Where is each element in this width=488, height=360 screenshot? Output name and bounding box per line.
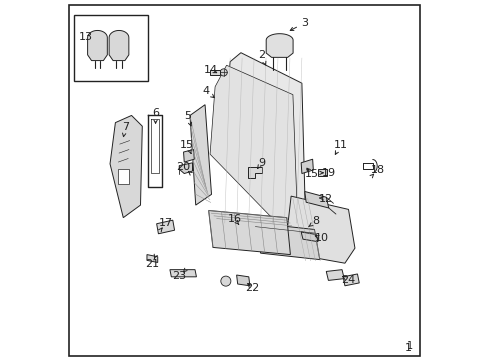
- Text: 8: 8: [312, 216, 319, 226]
- Polygon shape: [210, 69, 220, 75]
- Polygon shape: [265, 34, 292, 57]
- Text: 19: 19: [321, 168, 335, 178]
- Polygon shape: [247, 167, 261, 178]
- Text: 2: 2: [258, 50, 264, 60]
- Text: 7: 7: [122, 122, 129, 132]
- Text: 15: 15: [180, 140, 194, 150]
- Text: 3: 3: [301, 18, 307, 28]
- Polygon shape: [210, 65, 297, 230]
- Text: 4: 4: [202, 86, 209, 96]
- Polygon shape: [255, 223, 319, 260]
- Polygon shape: [301, 159, 313, 174]
- Polygon shape: [325, 270, 344, 280]
- Polygon shape: [343, 274, 359, 286]
- Text: 17: 17: [159, 218, 173, 228]
- Polygon shape: [304, 192, 328, 208]
- Text: 13: 13: [79, 32, 93, 42]
- Text: 1: 1: [405, 343, 411, 353]
- Text: 22: 22: [245, 283, 259, 293]
- Polygon shape: [284, 196, 354, 263]
- Text: 11: 11: [333, 140, 347, 150]
- Polygon shape: [220, 53, 305, 228]
- Polygon shape: [156, 220, 174, 234]
- Polygon shape: [147, 255, 158, 262]
- Text: 6: 6: [152, 108, 159, 118]
- Polygon shape: [169, 270, 196, 277]
- Text: 12: 12: [319, 194, 333, 204]
- Text: 1: 1: [406, 341, 412, 351]
- Text: 14: 14: [203, 64, 217, 75]
- Text: 9: 9: [258, 158, 264, 168]
- Bar: [118, 169, 129, 184]
- Polygon shape: [179, 163, 192, 174]
- Text: 24: 24: [341, 275, 355, 285]
- Polygon shape: [208, 211, 290, 255]
- Text: 23: 23: [172, 271, 186, 281]
- Text: 15: 15: [305, 168, 318, 179]
- Polygon shape: [190, 105, 211, 205]
- Polygon shape: [301, 232, 317, 242]
- Text: 16: 16: [227, 215, 241, 224]
- Text: 10: 10: [314, 233, 328, 243]
- Polygon shape: [183, 149, 194, 162]
- Bar: [74, 15, 147, 81]
- Polygon shape: [236, 275, 249, 286]
- Polygon shape: [109, 31, 128, 60]
- Polygon shape: [110, 116, 142, 218]
- Text: 20: 20: [176, 162, 190, 172]
- Text: 18: 18: [370, 165, 384, 175]
- Polygon shape: [318, 169, 326, 176]
- Text: 5: 5: [184, 111, 191, 121]
- Polygon shape: [87, 31, 107, 60]
- Circle shape: [220, 69, 227, 76]
- Text: 21: 21: [144, 259, 159, 269]
- Circle shape: [221, 276, 230, 286]
